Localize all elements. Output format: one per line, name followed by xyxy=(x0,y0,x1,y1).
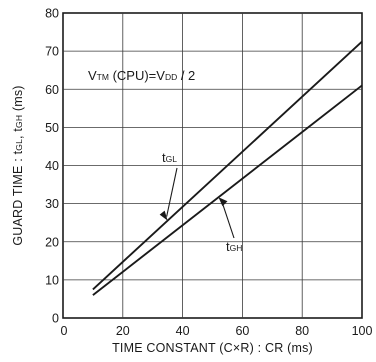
x-tick-label: 60 xyxy=(235,324,249,338)
x-tick-label: 40 xyxy=(176,324,190,338)
x-axis-title: TIME CONSTANT (C×R) : CR (ms) xyxy=(112,341,313,355)
x-tick-label: 20 xyxy=(116,324,130,338)
arrow-head-tgl xyxy=(159,210,168,221)
series-line-gl xyxy=(92,40,363,291)
axis-titles: TIME CONSTANT (C×R) : CR (ms) GUARD TIME … xyxy=(11,85,313,355)
y-tick-label: 10 xyxy=(45,273,59,287)
y-tick-label: 60 xyxy=(45,83,59,97)
y-axis-title: GUARD TIME : tGL, tGH (ms) xyxy=(11,85,25,245)
y-tick-label: 40 xyxy=(45,159,59,173)
y-tick-label: 20 xyxy=(45,235,59,249)
y-tick-label: 30 xyxy=(45,197,59,211)
x-tick-label: 80 xyxy=(295,324,309,338)
y-tick-label: 0 xyxy=(52,312,59,326)
series-lines xyxy=(92,40,363,296)
y-tick-label: 70 xyxy=(45,45,59,59)
y-tick-label: 80 xyxy=(45,7,59,21)
leader-line-tgl xyxy=(166,167,178,217)
series-label-tgl: tGL xyxy=(162,150,177,165)
y-tick-label: 50 xyxy=(45,121,59,135)
tick-labels: 0 20 40 60 80 100 0 10 20 30 40 50 60 70 80 xyxy=(45,7,372,339)
x-tick-label: 0 xyxy=(61,324,68,338)
condition-note: VTM (CPU)=VDD / 2 xyxy=(88,68,195,83)
leader-line-tgh xyxy=(220,200,235,239)
series-annotations: VTM (CPU)=VDD / 2 tGL tGH xyxy=(88,68,242,254)
x-tick-label: 100 xyxy=(352,324,373,338)
arrow-head-tgh xyxy=(218,197,228,207)
series-line-gh xyxy=(92,84,363,296)
series-label-tgh: tGH xyxy=(226,239,242,254)
chart-grid xyxy=(62,12,363,319)
